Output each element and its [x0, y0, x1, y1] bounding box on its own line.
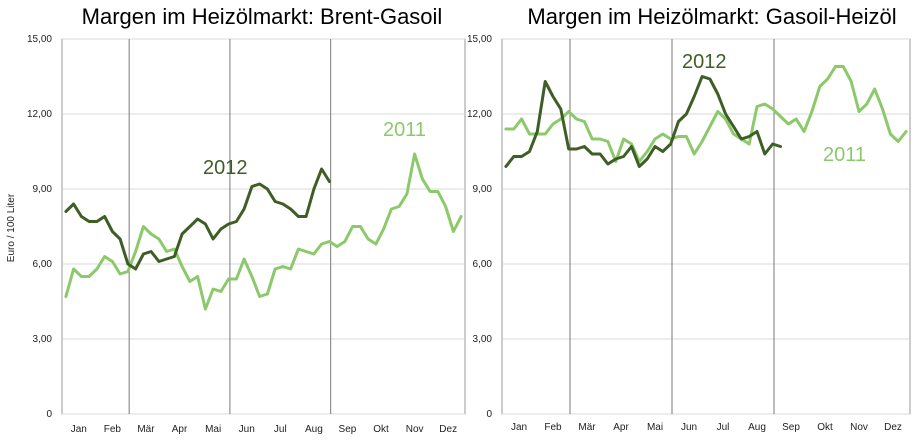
month-label: Aug — [305, 424, 323, 435]
y-axis-label: Euro / 100 Liter — [6, 193, 17, 262]
month-label: Sep — [782, 422, 800, 433]
y-tick-label: 6,00 — [473, 259, 493, 270]
month-label: Dez — [884, 422, 902, 433]
gasoil-heizoel-chart: Margen im Heizölmarkt: Gasoil-Heizöl 0 3,… — [467, 4, 911, 433]
series-line-2011 — [64, 152, 463, 311]
plot-frame — [61, 38, 466, 415]
series-label-2011: 2011 — [383, 119, 426, 141]
series-label-2011: 2011 — [823, 144, 866, 166]
y-tick-label: 3,00 — [33, 334, 53, 345]
plot-area: 0 3,00 6,00 9,00 12,00 15,00 Jan Feb Mär Apr Mai Ju… — [27, 34, 466, 435]
month-label: Mär — [137, 424, 155, 435]
y-tick-label: 3,00 — [473, 334, 493, 345]
series-line-2012 — [504, 75, 782, 168]
y-tick-label: 12,00 — [467, 109, 492, 120]
y-tick-label: 15,00 — [27, 34, 52, 45]
series-line-2011 — [504, 65, 908, 163]
brent-gasoil-chart: Margen im Heizölmarkt: Brent-Gasoil Euro… — [6, 4, 466, 435]
month-label: Jul — [717, 422, 730, 433]
month-label: Jan — [71, 424, 87, 435]
plot-frame — [501, 38, 911, 415]
month-label: Okt — [373, 424, 389, 435]
y-tick-label: 15,00 — [467, 34, 492, 45]
month-label: Apr — [613, 422, 629, 433]
month-label: Jun — [681, 422, 697, 433]
chart-title: Margen im Heizölmarkt: Gasoil-Heizöl — [527, 4, 896, 29]
series-line-2012 — [64, 167, 331, 271]
series-label-2012: 2012 — [203, 157, 248, 179]
month-label: Mär — [578, 422, 596, 433]
month-label: Mai — [647, 422, 663, 433]
month-label: Sep — [339, 424, 357, 435]
y-tick-label: 6,00 — [33, 259, 53, 270]
month-label: Feb — [544, 422, 562, 433]
month-label: Dez — [439, 424, 457, 435]
month-label: Jun — [239, 424, 255, 435]
month-label: Jul — [274, 424, 287, 435]
month-label: Apr — [172, 424, 188, 435]
y-tick-label: 12,00 — [27, 109, 52, 120]
month-label: Aug — [748, 422, 766, 433]
month-label: Feb — [104, 424, 122, 435]
month-label: Nov — [406, 424, 424, 435]
month-label: Nov — [850, 422, 868, 433]
y-tick-label: 9,00 — [33, 184, 53, 195]
y-tick-label: 9,00 — [473, 184, 493, 195]
series-label-2012: 2012 — [682, 51, 727, 73]
y-tick-label: 0 — [46, 409, 52, 420]
month-label: Okt — [817, 422, 833, 433]
chart-title: Margen im Heizölmarkt: Brent-Gasoil — [82, 4, 443, 29]
month-label: Jan — [511, 422, 527, 433]
y-tick-label: 0 — [486, 409, 492, 420]
month-label: Mai — [205, 424, 221, 435]
plot-area: 0 3,00 6,00 9,00 12,00 15,00 Jan Feb Mär Apr Mai Ju… — [467, 34, 911, 433]
